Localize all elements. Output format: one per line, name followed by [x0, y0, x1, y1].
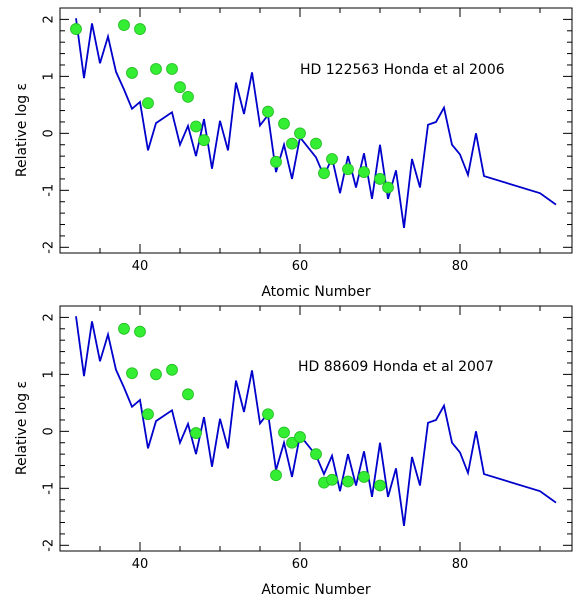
- y-tick-label: 2: [42, 313, 57, 321]
- data-point: [142, 97, 154, 110]
- plot-frame: [59, 7, 573, 254]
- data-point: [342, 475, 354, 488]
- y-tick-label: -1: [42, 482, 57, 495]
- data-point: [270, 155, 282, 168]
- x-axis-label: Atomic Number: [261, 582, 371, 598]
- data-point: [134, 325, 146, 338]
- data-point: [190, 427, 202, 439]
- y-tick-label: 1: [42, 370, 57, 378]
- data-point: [326, 473, 338, 486]
- data-point: [382, 181, 394, 194]
- x-tick-label: 80: [452, 259, 469, 274]
- axis-ticks: 40 60 80 -2 -1 0 1 2: [42, 7, 572, 274]
- data-point: [310, 137, 322, 150]
- data-point: [166, 63, 178, 75]
- data-point: [342, 163, 354, 176]
- axis-ticks: 40 60 80 -2 -1 0 1 2: [42, 305, 572, 572]
- series-line-group: [75, 18, 557, 229]
- data-point: [294, 127, 306, 140]
- data-point: [374, 173, 386, 185]
- y-tick-label: 0: [42, 129, 57, 137]
- data-point: [174, 81, 186, 94]
- x-tick-label: 60: [292, 557, 309, 572]
- series-line-group: [75, 316, 557, 527]
- data-point: [326, 153, 338, 165]
- y-axis-label: Relative log ε: [14, 83, 30, 177]
- data-point: [126, 67, 138, 79]
- y-tick-label: 1: [42, 72, 57, 80]
- y-axis-label: Relative log ε: [14, 381, 30, 475]
- abundance-line: [75, 316, 557, 527]
- y-tick-label: 2: [42, 15, 57, 23]
- data-point: [142, 408, 154, 421]
- data-point: [134, 23, 146, 35]
- abundance-line: [75, 18, 557, 229]
- y-tick-label: -2: [42, 241, 57, 254]
- data-point: [70, 23, 82, 35]
- data-point: [374, 479, 386, 492]
- panel-annotation: HD 88609 Honda et al 2007: [298, 359, 494, 375]
- x-tick-label: 40: [132, 259, 149, 274]
- data-point: [278, 426, 290, 439]
- data-point: [286, 436, 298, 449]
- data-point: [270, 469, 282, 482]
- data-point: [358, 471, 370, 483]
- data-point: [358, 166, 370, 178]
- data-point: [150, 63, 162, 75]
- x-axis-label: Atomic Number: [261, 284, 371, 300]
- data-point: [262, 408, 274, 421]
- data-point: [294, 431, 306, 443]
- panel-annotation: HD 122563 Honda et al 2006: [300, 62, 505, 78]
- y-tick-label: 0: [42, 427, 57, 435]
- data-point: [198, 134, 210, 147]
- data-point: [150, 368, 162, 381]
- x-tick-label: 60: [292, 259, 309, 274]
- y-tick-label: -2: [42, 539, 57, 552]
- plot-frame: [59, 305, 573, 552]
- data-point: [262, 105, 274, 118]
- data-point: [190, 120, 202, 133]
- series-points-group: [70, 19, 394, 194]
- data-point: [118, 19, 130, 31]
- x-tick-label: 80: [452, 557, 469, 572]
- data-point: [318, 167, 330, 180]
- data-point: [166, 363, 178, 376]
- x-tick-label: 40: [132, 557, 149, 572]
- y-tick-label: -1: [42, 184, 57, 197]
- data-point: [126, 367, 138, 380]
- series-points-group: [118, 322, 386, 492]
- data-point: [278, 117, 290, 130]
- data-point: [182, 90, 194, 103]
- data-point: [182, 388, 194, 401]
- data-point: [310, 448, 322, 461]
- data-point: [286, 137, 298, 150]
- chart-panel-top: 40 60 80 -2 -1 0 1 2 HD 122563 Honda et al 2006…: [14, 7, 573, 300]
- data-point: [118, 322, 130, 335]
